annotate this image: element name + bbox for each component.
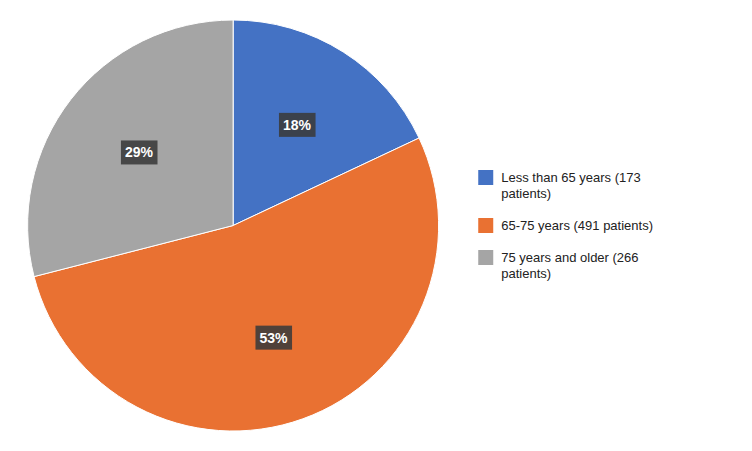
data-label-box [279,113,316,137]
data-label: 53% [259,330,288,346]
data-label-group: 53% [255,326,292,350]
pie-slice [28,20,234,277]
legend-label-line: 75 years and older (266 [501,250,638,265]
data-label-group: 18% [279,113,316,137]
data-label-box [121,140,158,164]
data-label: 29% [125,144,154,160]
legend-label-line: Less than 65 years (173 [501,170,640,185]
legend-item: 75 years and older (266patients) [478,250,638,281]
legend: Less than 65 years (173patients)65-75 ye… [478,170,653,281]
pie [28,20,439,431]
legend-label: 75 years and older (266patients) [501,250,638,281]
legend-label-line: 65-75 years (491 patients) [501,218,653,233]
legend-item: 65-75 years (491 patients) [478,218,653,233]
legend-item: Less than 65 years (173patients) [478,170,640,201]
legend-swatch [478,250,493,265]
legend-label-line: patients) [501,186,551,201]
legend-label: Less than 65 years (173patients) [501,170,640,201]
data-label-box [255,326,292,350]
data-labels: 18% 53% 29% [121,113,316,350]
legend-label-line: patients) [501,266,551,281]
chart: 18%53%29%Less than 65 years (173patients… [0,0,752,451]
legend-swatch [478,218,493,233]
legend-label: 65-75 years (491 patients) [501,218,653,233]
data-label-group: 29% [121,140,158,164]
data-label: 18% [283,117,312,133]
legend-swatch [478,170,493,185]
